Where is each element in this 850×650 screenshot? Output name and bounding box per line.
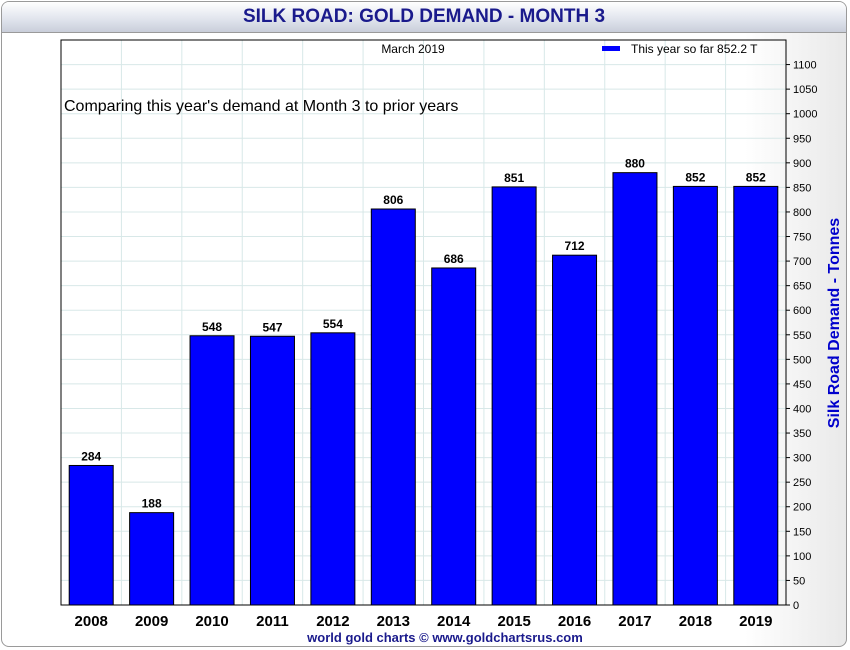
y-tick-label: 500	[793, 354, 811, 366]
x-tick-label: 2012	[316, 613, 349, 630]
x-tick-label: 2015	[497, 613, 530, 630]
data-label-2017: 880	[625, 157, 645, 171]
y-axis-label: Silk Road Demand - Tonnes	[826, 218, 843, 429]
y-tick-label: 800	[793, 207, 811, 219]
y-tick-label: 100	[793, 551, 811, 563]
y-tick-label: 550	[793, 330, 811, 342]
bar-2012	[310, 332, 356, 606]
bar-2019	[733, 185, 779, 606]
y-tick-label: 950	[793, 133, 811, 145]
data-label-2012: 554	[323, 317, 343, 331]
data-label-2010: 548	[202, 320, 222, 334]
bars	[68, 172, 779, 606]
y-tick-label: 350	[793, 428, 811, 440]
data-label-2011: 547	[262, 320, 282, 334]
y-tick-label: 750	[793, 232, 811, 244]
x-tick-label: 2010	[195, 613, 228, 630]
y-tick-label: 600	[793, 305, 811, 317]
data-label-2018: 852	[685, 170, 705, 184]
grid-lines	[61, 40, 786, 606]
data-label-2008: 284	[81, 449, 101, 463]
bar-2009	[129, 512, 175, 606]
data-labels: 284 188 548 547 554 806 686 851 712 880 852 852	[81, 157, 766, 511]
y-tick-label: 300	[793, 453, 811, 465]
y-tick-label: 700	[793, 256, 811, 268]
data-label-2016: 712	[565, 239, 585, 253]
data-label-2014: 686	[444, 252, 464, 266]
x-tick-label: 2019	[739, 613, 772, 630]
bar-2014	[431, 267, 477, 606]
chart-title: SILK ROAD: GOLD DEMAND - MONTH 3	[2, 2, 846, 33]
y-tick-label: 1100	[793, 60, 817, 72]
y-tick-label: 650	[793, 281, 811, 293]
y-tick-label: 1050	[793, 84, 817, 96]
x-tick-label: 2008	[75, 613, 108, 630]
y-tick-label: 50	[793, 575, 805, 587]
bar-2010	[189, 335, 235, 606]
y-tick-label: 0	[793, 600, 799, 612]
data-label-2015: 851	[504, 171, 524, 185]
legend-swatch	[602, 46, 620, 51]
x-tick-label: 2017	[618, 613, 651, 630]
bar-2011	[249, 335, 295, 606]
y-tick-label: 250	[793, 477, 811, 489]
y-tick-label: 450	[793, 379, 811, 391]
y-tick-label: 1000	[793, 109, 817, 121]
y-tick-label: 150	[793, 526, 811, 538]
y-tick-label: 850	[793, 182, 811, 194]
x-axis-tick-labels: 2008 2009 2010 2011 2012 2013 2014 2015 2016 2017…	[75, 613, 773, 630]
x-tick-label: 2016	[558, 613, 591, 630]
bar-2015	[491, 186, 537, 606]
footer-credit: world gold charts © www.goldchartsrus.co…	[307, 630, 583, 645]
data-label-2019: 852	[746, 170, 766, 184]
y-tick-label: 200	[793, 502, 811, 514]
x-tick-label: 2013	[377, 613, 410, 630]
x-tick-label: 2011	[256, 613, 289, 630]
chart-annotation: Comparing this year's demand at Month 3 …	[64, 98, 458, 115]
bar-2018	[672, 185, 718, 606]
x-tick-label: 2014	[437, 613, 471, 630]
bar-2017	[612, 172, 658, 606]
y-tick-label: 400	[793, 403, 811, 415]
date-label: March 2019	[381, 42, 445, 56]
bar-2008	[68, 464, 114, 606]
bar-2013	[370, 208, 416, 606]
legend-label: This year so far 852.2 T	[631, 42, 758, 56]
x-tick-label: 2009	[135, 613, 168, 630]
data-label-2013: 806	[383, 193, 403, 207]
x-tick-label: 2018	[679, 613, 712, 630]
plot-area	[60, 39, 787, 606]
data-label-2009: 188	[142, 497, 162, 511]
bar-2016	[552, 254, 598, 606]
y-axis-tick-labels: 0 50 100 150 200 250 300 350 400 450 500 550 600 650 7…	[786, 60, 817, 612]
y-tick-label: 900	[793, 158, 811, 170]
